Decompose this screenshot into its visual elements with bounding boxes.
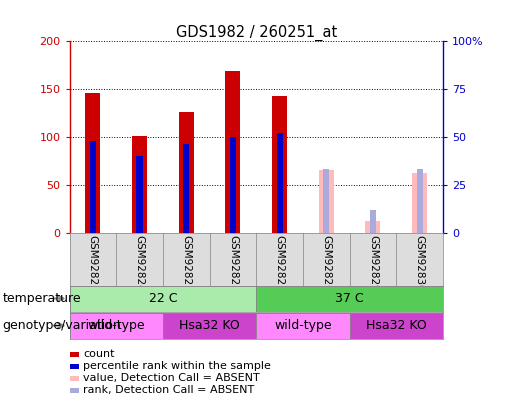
Text: rank, Detection Call = ABSENT: rank, Detection Call = ABSENT: [83, 386, 254, 395]
Text: GSM92828: GSM92828: [228, 235, 238, 292]
Text: genotype/variation: genotype/variation: [3, 319, 122, 332]
Bar: [272, 96, 287, 233]
Bar: [370, 210, 376, 233]
Text: temperature: temperature: [3, 292, 81, 305]
Bar: [350, 313, 443, 339]
Bar: [417, 169, 423, 233]
Bar: [132, 136, 147, 233]
Text: GSM92825: GSM92825: [274, 235, 285, 292]
Bar: [277, 133, 283, 233]
Text: wild-type: wild-type: [88, 319, 145, 333]
Text: GSM92827: GSM92827: [181, 235, 191, 292]
Text: value, Detection Call = ABSENT: value, Detection Call = ABSENT: [83, 373, 260, 383]
Bar: [179, 112, 194, 233]
Title: GDS1982 / 260251_at: GDS1982 / 260251_at: [176, 24, 337, 40]
Bar: [226, 71, 241, 233]
Bar: [183, 145, 189, 233]
Bar: [85, 94, 100, 233]
Bar: [70, 313, 163, 339]
Text: wild-type: wild-type: [274, 319, 332, 333]
Text: percentile rank within the sample: percentile rank within the sample: [83, 361, 271, 371]
Bar: [136, 156, 143, 233]
Bar: [412, 173, 427, 233]
Bar: [163, 313, 256, 339]
Bar: [256, 313, 350, 339]
Bar: [366, 221, 381, 233]
Bar: [319, 171, 334, 233]
Text: GSM92829: GSM92829: [368, 235, 378, 292]
Bar: [256, 286, 443, 312]
Bar: [70, 286, 256, 312]
Text: Hsa32 KO: Hsa32 KO: [366, 319, 426, 333]
Text: GSM92824: GSM92824: [134, 235, 145, 292]
Text: GSM92823: GSM92823: [88, 235, 98, 292]
Text: GSM92826: GSM92826: [321, 235, 331, 292]
Text: GSM92830: GSM92830: [415, 235, 424, 292]
Bar: [90, 141, 96, 233]
Bar: [323, 169, 329, 233]
Bar: [230, 137, 236, 233]
Text: Hsa32 KO: Hsa32 KO: [179, 319, 240, 333]
Text: count: count: [83, 349, 114, 359]
Text: 22 C: 22 C: [149, 292, 177, 305]
Text: 37 C: 37 C: [335, 292, 364, 305]
